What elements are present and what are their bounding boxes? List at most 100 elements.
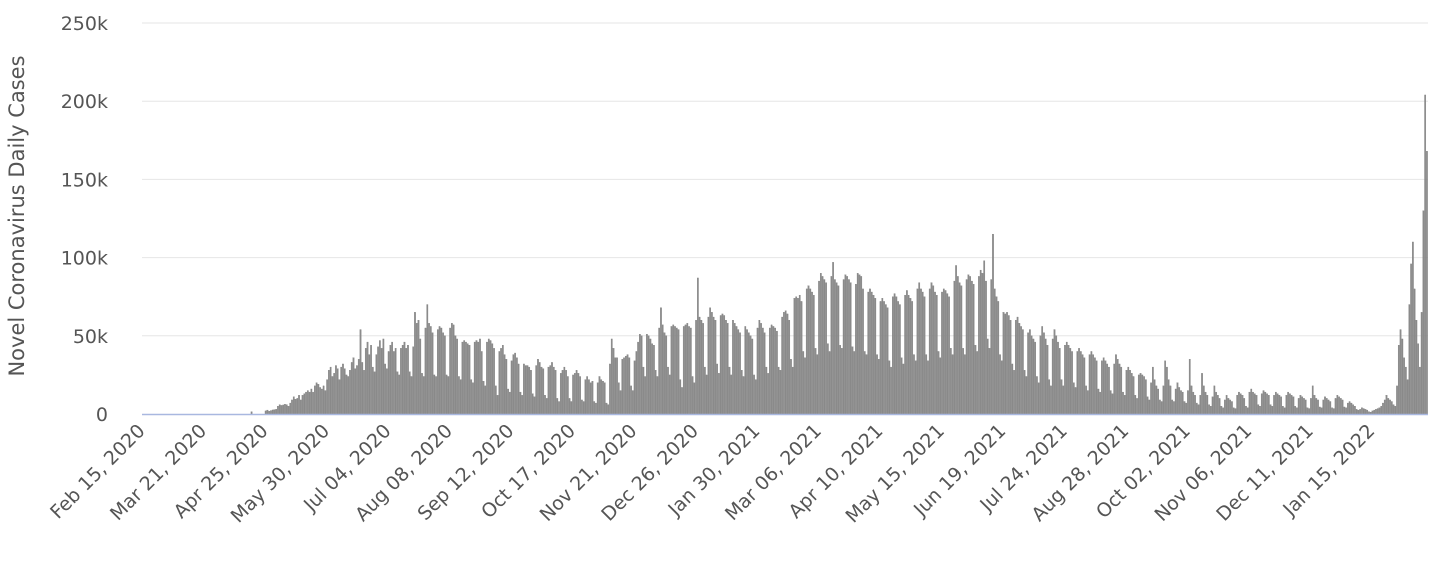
bar — [916, 288, 919, 415]
bar — [1369, 411, 1372, 415]
bar — [380, 348, 383, 415]
bar — [702, 323, 704, 415]
bar — [1382, 402, 1384, 415]
bar — [568, 398, 571, 415]
bar — [1192, 391, 1195, 415]
bar — [895, 296, 898, 415]
bar — [965, 279, 968, 415]
bar — [716, 363, 718, 415]
bar — [1269, 404, 1272, 415]
bar — [537, 359, 539, 415]
bar — [1014, 320, 1017, 415]
bar — [1197, 404, 1200, 415]
bar — [688, 326, 690, 415]
bar — [1239, 393, 1242, 415]
bar — [347, 376, 350, 415]
bar — [686, 323, 689, 415]
bar — [990, 279, 993, 415]
bar — [1136, 398, 1138, 415]
bar — [1385, 395, 1388, 415]
bar — [853, 351, 856, 415]
bar — [1006, 312, 1008, 415]
bar — [1150, 382, 1152, 415]
bar — [888, 360, 891, 415]
bar — [352, 357, 355, 415]
bar — [1048, 379, 1051, 415]
bar — [435, 376, 437, 415]
bar — [765, 366, 768, 415]
bar — [841, 348, 843, 415]
bar — [855, 284, 857, 415]
bar — [312, 391, 314, 415]
bar — [306, 390, 309, 415]
bar — [1317, 399, 1319, 415]
bar — [275, 409, 278, 415]
bar — [264, 410, 267, 415]
bar — [542, 368, 545, 415]
bar — [863, 351, 866, 415]
bar — [458, 376, 460, 415]
bar — [1210, 406, 1212, 415]
bar — [431, 332, 434, 415]
bar — [1062, 385, 1065, 415]
bar — [1139, 373, 1142, 415]
bar — [1016, 316, 1019, 415]
bar — [299, 399, 302, 415]
bar — [1013, 370, 1015, 415]
bar — [902, 363, 905, 415]
bar — [811, 291, 813, 415]
bar — [538, 362, 541, 415]
bar — [837, 285, 840, 415]
bar — [1332, 408, 1335, 415]
bar — [1099, 391, 1101, 415]
bar — [667, 366, 669, 415]
bar — [1004, 313, 1007, 415]
bar — [1412, 241, 1414, 415]
bar — [988, 348, 991, 415]
bar — [292, 396, 295, 415]
bar — [612, 348, 615, 415]
bar — [545, 398, 548, 415]
bar — [753, 374, 755, 415]
bar — [436, 329, 439, 415]
bar — [1355, 409, 1358, 415]
bar — [1347, 402, 1349, 415]
bar — [812, 294, 815, 415]
bar — [1264, 391, 1267, 415]
bar — [1129, 370, 1131, 415]
bar — [494, 385, 497, 415]
bar — [1345, 407, 1347, 415]
bar — [658, 327, 661, 415]
bar — [1037, 382, 1040, 415]
gridlines — [142, 22, 1428, 337]
bar — [1266, 393, 1268, 415]
bar — [1169, 385, 1172, 415]
bar — [547, 366, 550, 415]
bar — [379, 340, 381, 415]
bar — [396, 371, 399, 415]
bar — [1190, 385, 1193, 415]
bar — [740, 370, 743, 415]
bar — [370, 345, 372, 415]
bar — [821, 276, 824, 415]
bar — [1134, 395, 1137, 415]
bar — [791, 366, 794, 415]
bar — [1000, 360, 1003, 415]
bar — [1166, 366, 1168, 415]
bar — [949, 348, 952, 415]
bar — [769, 327, 771, 415]
bar — [712, 316, 715, 415]
bar — [523, 363, 525, 415]
bar — [326, 379, 328, 415]
bar — [899, 304, 901, 415]
bar — [663, 332, 666, 415]
bar — [851, 346, 854, 415]
bar — [1211, 396, 1214, 415]
bar — [412, 346, 415, 415]
bar — [1289, 393, 1291, 415]
bar — [1159, 399, 1161, 415]
bar — [1217, 395, 1219, 415]
bar — [1350, 402, 1353, 415]
bar — [282, 404, 285, 415]
